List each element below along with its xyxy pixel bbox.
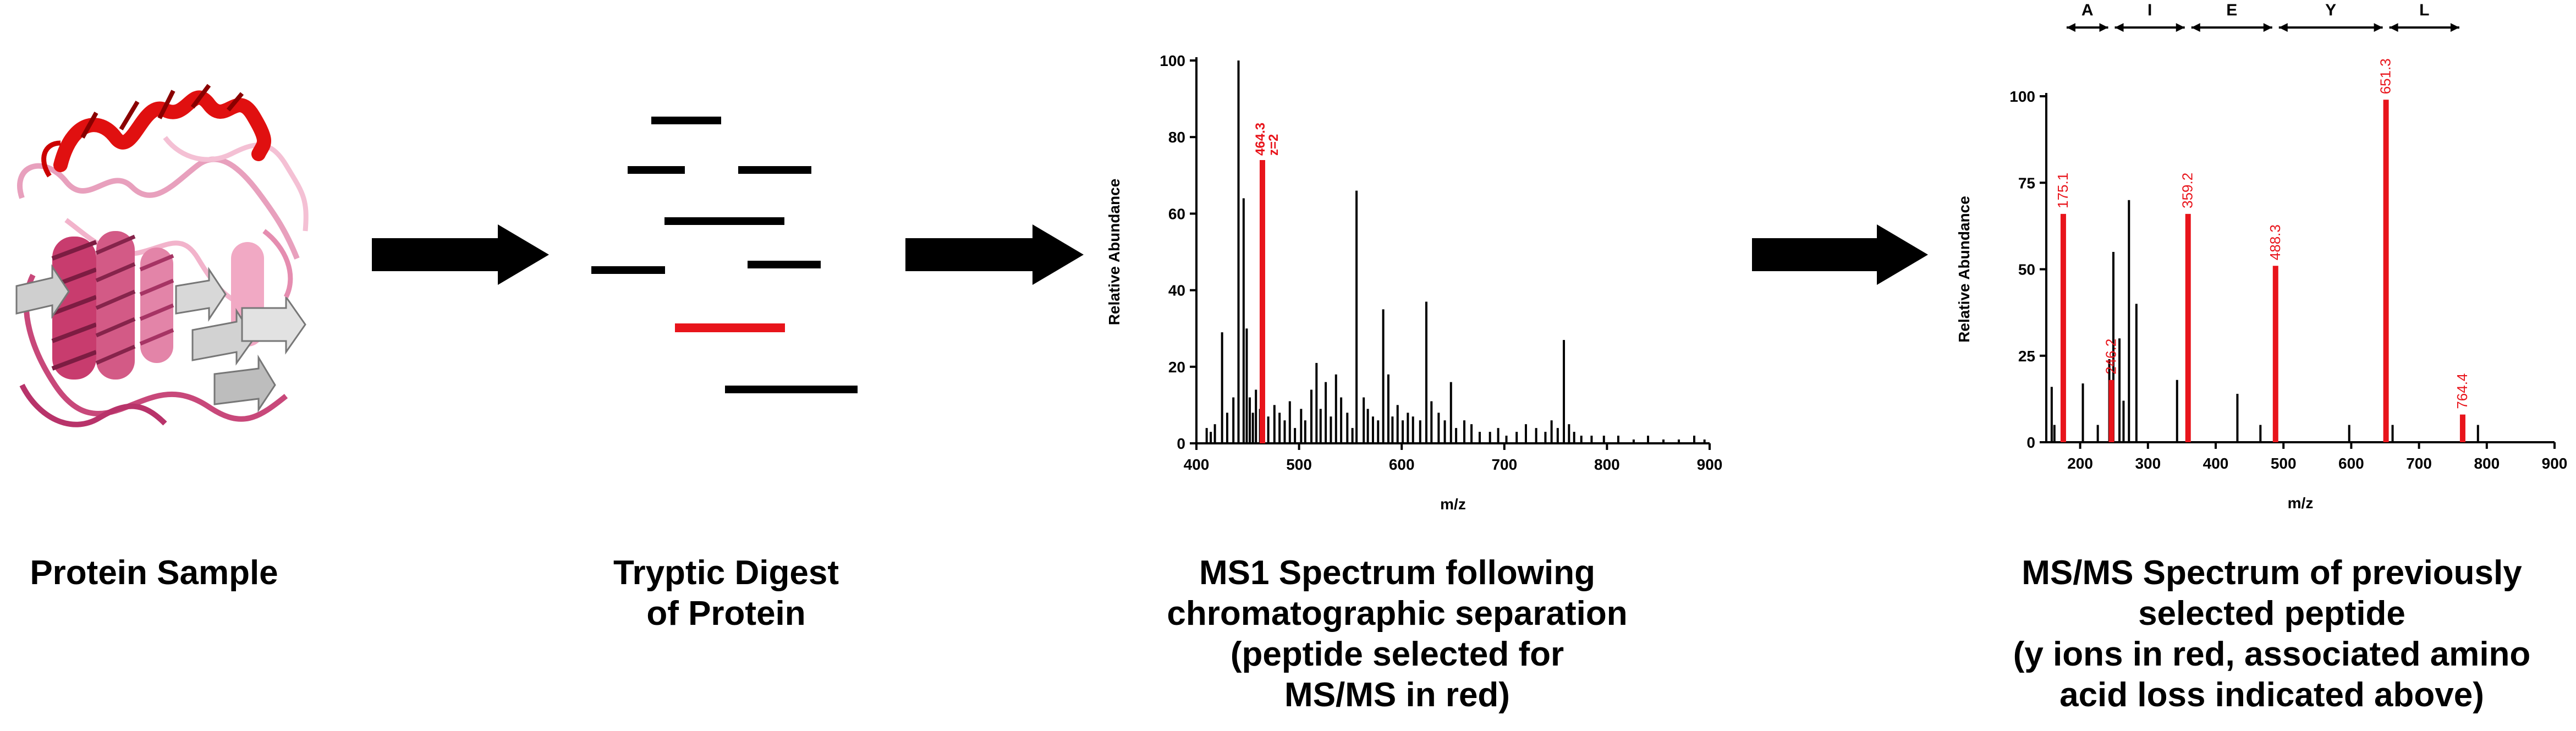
protein-structure-image (15, 84, 309, 427)
y-axis-label: Relative Abundance (1956, 196, 1973, 343)
peak-label: 464.3 (1253, 123, 1268, 156)
residue-label: I (2147, 1, 2152, 19)
x-tick-label: 900 (2542, 455, 2568, 472)
msms-spectrum-chart: 0 25 50 75 100 200 300 400 500 600 700 800 900 m/z Rel… (1956, 1, 2567, 512)
pink-helix-left (51, 231, 136, 380)
caption-line: of Protein (646, 595, 806, 633)
x-tick-label: 200 (2067, 455, 2093, 472)
bracket-arrowhead (2099, 23, 2108, 32)
x-tick-label: 400 (2203, 455, 2229, 472)
arrow-right-icon (1752, 224, 1928, 285)
ms1-spectrum-chart: 0 20 40 60 80 100 400 500 600 700 800 900 m/z Relativ… (1106, 52, 1722, 513)
caption-line: acid loss indicated above) (2059, 676, 2484, 714)
caption-line: Tryptic Digest (613, 554, 839, 592)
arrow-right-icon (905, 224, 1084, 285)
caption-line: (y ions in red, associated amino (2013, 635, 2531, 673)
caption-line: selected peptide (2138, 595, 2405, 633)
peak-label: 764.4 (2454, 373, 2470, 409)
caption-line: chromatographic separation (1167, 595, 1628, 633)
peptide-fragment (628, 166, 685, 174)
x-tick-label: 600 (1389, 456, 1415, 473)
caption-line: MS1 Spectrum following (1199, 554, 1595, 592)
arrow-right-icon (372, 224, 549, 285)
bracket-arrowhead (2114, 23, 2124, 32)
x-tick-label: 700 (2406, 455, 2432, 472)
peptide-fragment (591, 266, 665, 274)
peptide-fragment-selected (675, 323, 785, 332)
peptide-fragment (664, 217, 784, 225)
y-tick-label: 80 (1168, 129, 1185, 146)
y-tick-label: 20 (1168, 359, 1185, 376)
caption-tryptic-digest: Tryptic Digest of Protein (550, 553, 902, 634)
caption-protein-sample: Protein Sample (11, 553, 297, 593)
bracket-arrowhead (2389, 23, 2398, 32)
charge-label: z=2 (1266, 134, 1281, 156)
protein-loop (163, 136, 309, 232)
grey-beta-strands (15, 264, 306, 413)
y-tick-label: 100 (2009, 88, 2035, 105)
bracket-arrowhead (2450, 23, 2459, 32)
y-tick-label: 40 (1168, 282, 1185, 299)
caption-line: MS/MS in red) (1284, 676, 1510, 714)
y-axis-label: Relative Abundance (1106, 179, 1123, 326)
y-tick-label: 0 (1177, 435, 1185, 452)
residue-label: E (2226, 1, 2237, 19)
peak-label: 651.3 (2377, 58, 2394, 94)
x-axis-label: m/z (1440, 496, 1466, 513)
y-tick-label: 100 (1160, 52, 1185, 69)
bracket-arrowhead (2066, 23, 2075, 32)
caption-msms-spectrum: MS/MS Spectrum of previously selected pe… (1969, 553, 2574, 716)
residue-label: A (2081, 1, 2094, 19)
peptide-fragment (748, 261, 821, 268)
caption-ms1-spectrum: MS1 Spectrum following chromatographic s… (1122, 553, 1672, 716)
peak-label: 488.3 (2267, 224, 2283, 260)
x-tick-label: 900 (1697, 456, 1723, 473)
x-axis-label: m/z (2288, 494, 2314, 512)
peptide-fragment (725, 386, 858, 393)
bracket-arrowhead (2374, 23, 2383, 32)
bracket-arrowhead (2278, 23, 2288, 32)
peak-label: 175.1 (2055, 173, 2071, 208)
peptide-fragment (651, 117, 721, 124)
caption-line: (peptide selected for (1230, 635, 1564, 673)
x-tick-label: 500 (2271, 455, 2297, 472)
x-tick-label: 400 (1184, 456, 1210, 473)
y-tick-label: 25 (2018, 348, 2035, 365)
bracket-arrowhead (2191, 23, 2200, 32)
peptide-fragments (591, 117, 858, 393)
peak-label: 359.2 (2179, 173, 2196, 208)
y-tick-label: 60 (1168, 205, 1185, 222)
bracket-arrowhead (2176, 23, 2185, 32)
peak-label: 246.2 (2103, 339, 2119, 375)
peptide-fragment (738, 166, 811, 174)
protein-loop (262, 229, 293, 299)
red-helix (41, 84, 271, 178)
x-tick-label: 500 (1286, 456, 1312, 473)
y-tick-label: 75 (2018, 174, 2035, 191)
residue-label: L (2419, 1, 2429, 19)
residue-label: Y (2325, 1, 2336, 19)
protein-loop (19, 383, 167, 427)
y-tick-label: 50 (2018, 261, 2035, 278)
caption-line: MS/MS Spectrum of previously (2022, 554, 2522, 592)
y-tick-label: 0 (2026, 434, 2035, 451)
x-tick-label: 800 (1594, 456, 1620, 473)
x-tick-label: 600 (2338, 455, 2364, 472)
caption-line: Protein Sample (30, 554, 278, 592)
x-tick-label: 300 (2135, 455, 2161, 472)
x-tick-label: 700 (1491, 456, 1517, 473)
x-tick-label: 800 (2474, 455, 2500, 472)
bracket-arrowhead (2263, 23, 2272, 32)
protein-loop (17, 156, 300, 260)
